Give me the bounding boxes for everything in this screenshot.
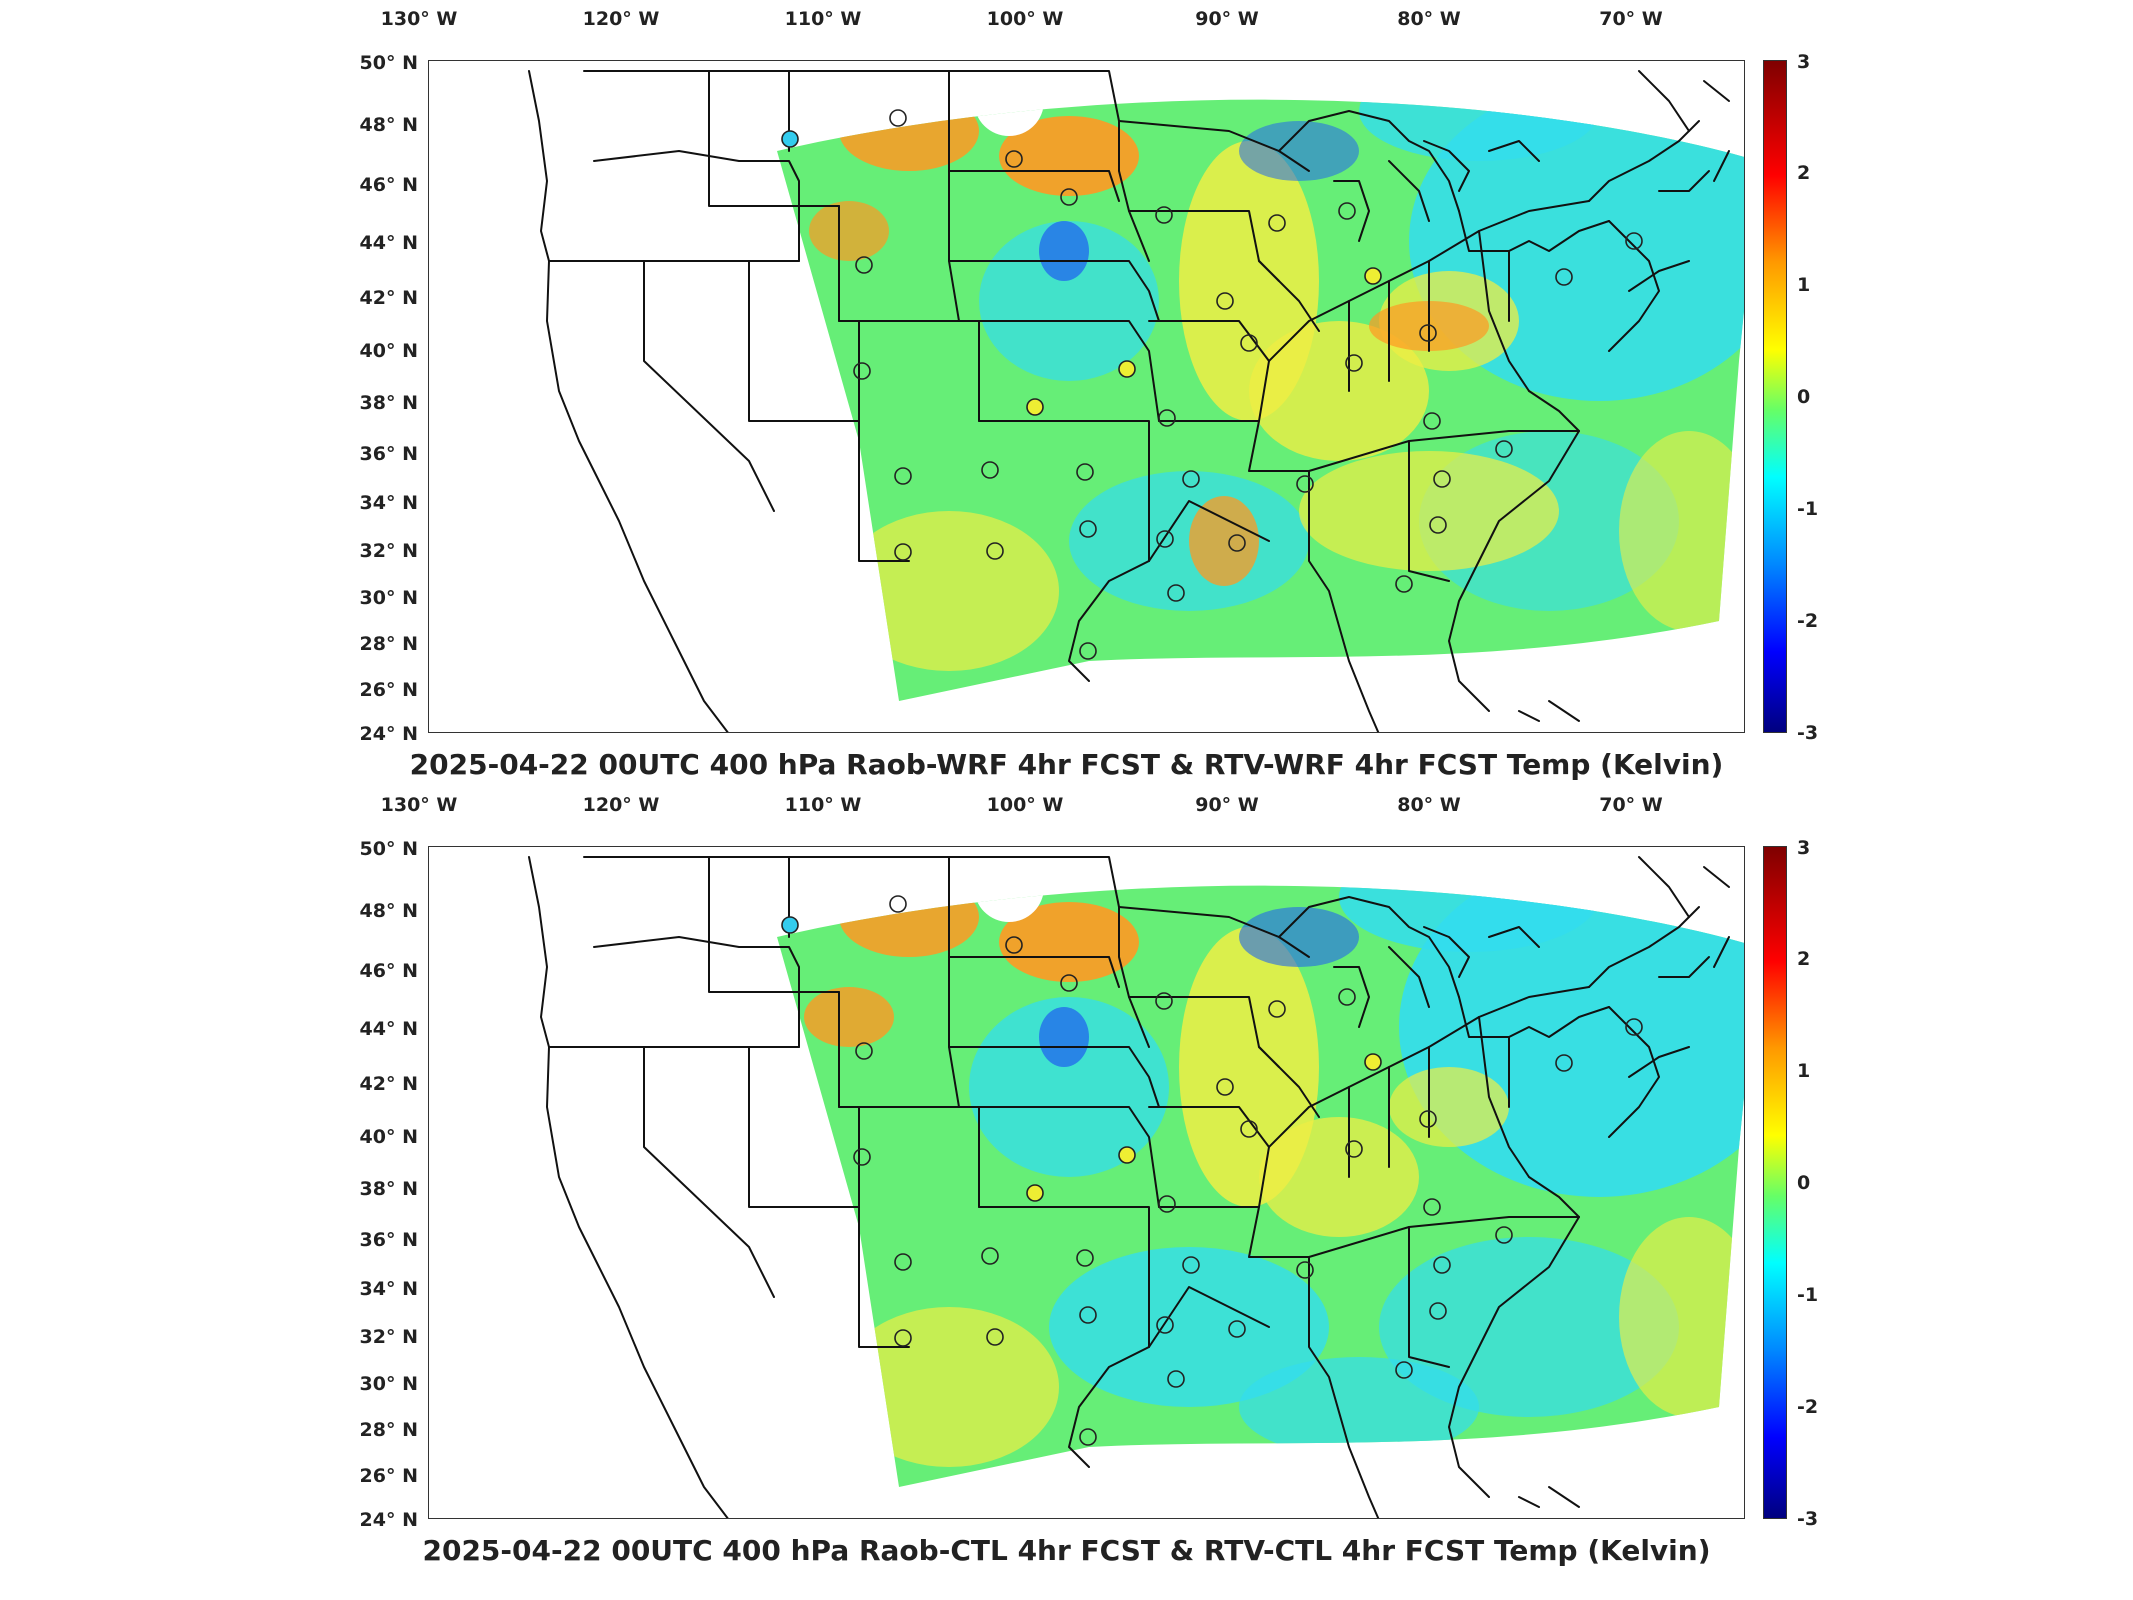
lat-label: 26° N	[359, 679, 418, 701]
colorbar-tick: -3	[1797, 722, 1819, 744]
lat-label: 38° N	[359, 1178, 418, 1200]
lat-label: 40° N	[359, 340, 418, 362]
lon-label: 70° W	[1599, 794, 1663, 816]
map-panel-raob-ctl: 130° W 120° W 110° W 100° W 90° W 80° W …	[0, 790, 2133, 1580]
lon-label: 110° W	[784, 8, 862, 30]
colorbar-tick: 1	[1797, 1060, 1811, 1082]
colorbar-tick: 0	[1797, 1172, 1811, 1194]
lat-label: 32° N	[359, 540, 418, 562]
colorbar-tick: 0	[1797, 386, 1811, 408]
lon-label: 80° W	[1397, 8, 1461, 30]
lon-label: 120° W	[582, 8, 660, 30]
colorbar-tick: 3	[1797, 837, 1811, 859]
colorbar	[1763, 846, 1787, 1519]
colorbar-tick: -1	[1797, 498, 1819, 520]
lat-label: 28° N	[359, 633, 418, 655]
map-panel-raob-wrf: 130° W 120° W 110° W 100° W 90° W 80° W …	[0, 0, 2133, 790]
temperature-field	[777, 885, 1744, 1488]
lat-label: 42° N	[359, 287, 418, 309]
map-area	[428, 60, 1745, 733]
map-svg	[528, 70, 1744, 732]
lat-label: 44° N	[359, 1018, 418, 1040]
panel-title: 2025-04-22 00UTC 400 hPa Raob-CTL 4hr FC…	[422, 1534, 1711, 1567]
colorbar-tick: -2	[1797, 1396, 1819, 1418]
colorbar-tick: -3	[1797, 1508, 1819, 1530]
colorbar-tick: -1	[1797, 1284, 1819, 1306]
lon-label: 130° W	[380, 794, 458, 816]
lat-label: 48° N	[359, 114, 418, 136]
raob-stations	[781, 109, 1643, 660]
lon-label: 120° W	[582, 794, 660, 816]
colorbar-tick: 3	[1797, 51, 1811, 73]
lat-label: 36° N	[359, 1229, 418, 1251]
lon-label: 100° W	[986, 8, 1064, 30]
lat-label: 32° N	[359, 1326, 418, 1348]
map-svg	[528, 856, 1744, 1518]
raob-stations	[781, 895, 1643, 1446]
lat-label: 34° N	[359, 1278, 418, 1300]
colorbar-tick: -2	[1797, 610, 1819, 632]
lat-label: 36° N	[359, 443, 418, 465]
lon-label: 70° W	[1599, 8, 1663, 30]
lat-label: 50° N	[359, 838, 418, 860]
lon-label: 90° W	[1195, 8, 1259, 30]
lon-label: 110° W	[784, 794, 862, 816]
colorbar-tick: 2	[1797, 948, 1811, 970]
lat-label: 26° N	[359, 1465, 418, 1487]
lat-label: 46° N	[359, 174, 418, 196]
panel-title: 2025-04-22 00UTC 400 hPa Raob-WRF 4hr FC…	[409, 748, 1724, 781]
lat-label: 24° N	[359, 1509, 418, 1531]
lat-label: 40° N	[359, 1126, 418, 1148]
state-and-coast-outlines	[528, 70, 1730, 732]
lat-label: 44° N	[359, 232, 418, 254]
lat-label: 34° N	[359, 492, 418, 514]
lat-label: 30° N	[359, 587, 418, 609]
temperature-field	[777, 99, 1744, 702]
lat-label: 38° N	[359, 392, 418, 414]
map-area	[428, 846, 1745, 1519]
lon-label: 80° W	[1397, 794, 1461, 816]
lon-label: 90° W	[1195, 794, 1259, 816]
state-and-coast-outlines	[528, 856, 1730, 1518]
lat-label: 42° N	[359, 1073, 418, 1095]
colorbar-tick: 1	[1797, 274, 1811, 296]
lat-label: 24° N	[359, 723, 418, 745]
colorbar	[1763, 60, 1787, 733]
lat-label: 50° N	[359, 52, 418, 74]
lat-label: 48° N	[359, 900, 418, 922]
lat-label: 28° N	[359, 1419, 418, 1441]
lat-label: 46° N	[359, 960, 418, 982]
lon-label: 100° W	[986, 794, 1064, 816]
lat-label: 30° N	[359, 1373, 418, 1395]
colorbar-tick: 2	[1797, 162, 1811, 184]
lon-label: 130° W	[380, 8, 458, 30]
